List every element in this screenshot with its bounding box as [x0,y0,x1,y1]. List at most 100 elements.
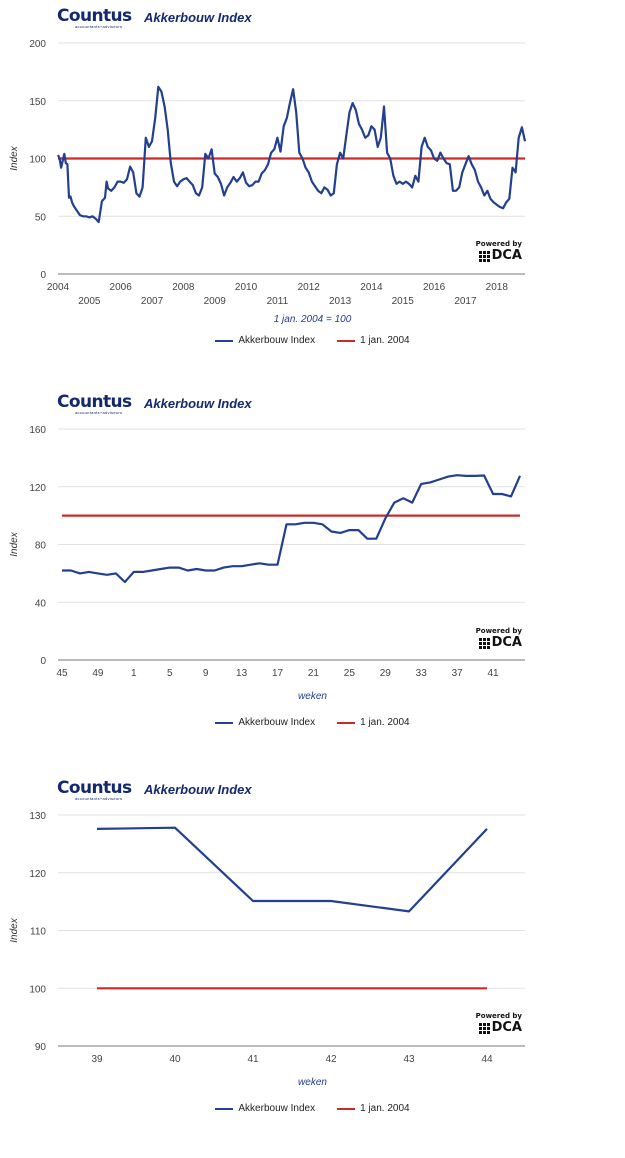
chart-plot: 90 100 110 120 130 Index 39 40 41 42 43 44 [9,811,525,1065]
x-tick-label: 2018 [486,282,509,293]
x-tick-label: 2016 [423,282,446,293]
y-tick-label: 110 [30,927,46,938]
legend-swatch-reference [337,1107,356,1110]
legend-label-reference: 1 jan. 2004 [360,335,410,346]
y-tick-label: 100 [29,984,46,995]
legend-item-index[interactable]: Akkerbouw Index [215,1103,315,1114]
x-axis-title: weken [298,1077,327,1088]
dca-badge: Powered by DCA [462,240,522,263]
x-tick-label: 39 [91,1054,103,1065]
x-axis-title: weken [298,691,327,702]
y-axis-title: Index [9,917,20,942]
legend-item-reference[interactable]: 1 jan. 2004 [337,1103,410,1114]
y-tick-label: 160 [29,425,46,436]
legend-item-index[interactable]: Akkerbouw Index [215,717,315,728]
index-line [96,826,488,913]
x-tick-label: 43 [403,1054,415,1065]
dca-label: DCA [491,635,522,650]
legend-item-reference[interactable]: 1 jan. 2004 [337,717,410,728]
chart-legend: Akkerbouw Index 1 jan. 2004 [0,1103,625,1114]
x-tick-label: 2006 [110,282,133,293]
legend-item-index[interactable]: Akkerbouw Index [215,335,315,346]
chart-title: Akkerbouw Index [144,10,252,25]
y-tick-label: 150 [29,97,46,108]
x-tick-label: 13 [236,668,248,679]
chart-subtitle: 1 jan. 2004 = 100 [273,314,352,325]
y-tick-label: 50 [35,212,47,223]
y-axis-title: Index [9,145,20,170]
dca-grid-icon [478,1022,490,1034]
y-tick-label: 200 [29,39,46,50]
x-tick-label: 9 [203,668,209,679]
chart-legend: Akkerbouw Index 1 jan. 2004 [0,717,625,728]
dca-label: DCA [491,1020,522,1035]
x-tick-label: 17 [272,668,284,679]
countus-logo: Countus [57,6,132,26]
dca-badge: Powered by DCA [462,1012,522,1035]
legend-label-index: Akkerbouw Index [238,717,316,728]
dca-grid-icon [478,637,490,649]
dca-grid-icon [478,250,490,262]
countus-logo-subtext: accountants+adviseurs [75,410,123,415]
x-tick-label: 2011 [267,296,289,307]
powered-by-label: Powered by [475,240,522,248]
chart-weekly-year: Countus accountants+adviseurs Akkerbouw … [0,386,625,746]
x-tick-label: 2007 [141,296,164,307]
legend-item-reference[interactable]: 1 jan. 2004 [337,335,410,346]
dca-label: DCA [491,248,522,263]
countus-logo: Countus [57,778,132,798]
y-tick-label: 120 [29,869,46,880]
legend-label-reference: 1 jan. 2004 [360,717,410,728]
countus-logo-subtext: accountants+adviseurs [75,796,123,801]
x-tick-label: 1 [131,668,137,679]
chart-long-term: Countus accountants+adviseurs Akkerbouw … [0,0,625,360]
chart-plot: 0 40 80 120 160 Index 45 49 1 5 9 13 17 21 25 29 33 37 41 [9,425,525,679]
y-tick-label: 40 [35,598,47,609]
legend-swatch-reference [337,339,356,342]
x-tick-label: 41 [487,668,499,679]
y-tick-label: 0 [40,270,46,281]
x-tick-label: 33 [416,668,428,679]
x-tick-label: 2015 [392,296,415,307]
index-line [56,85,527,224]
index-line [62,474,522,584]
countus-logo: Countus [57,392,132,412]
legend-label-reference: 1 jan. 2004 [360,1103,410,1114]
x-tick-label: 49 [92,668,104,679]
x-tick-label: 21 [308,668,320,679]
chart-legend: Akkerbouw Index 1 jan. 2004 [0,335,625,346]
chart-title: Akkerbouw Index [144,396,252,411]
dca-badge: Powered by DCA [462,627,522,650]
chart-recent-weeks: Countus accountants+adviseurs Akkerbouw … [0,772,625,1158]
x-tick-label: 2008 [172,282,195,293]
x-tick-label: 25 [344,668,356,679]
x-tick-label: 41 [247,1054,259,1065]
x-tick-label: 37 [452,668,464,679]
legend-label-index: Akkerbouw Index [238,335,316,346]
x-tick-label: 2004 [47,282,70,293]
x-tick-label: 2009 [204,296,227,307]
x-tick-label: 2013 [329,296,352,307]
legend-swatch-reference [337,721,356,724]
x-tick-label: 2014 [360,282,383,293]
powered-by-label: Powered by [475,627,522,635]
x-tick-label: 29 [380,668,392,679]
x-tick-label: 2010 [235,282,258,293]
y-axis-title: Index [9,531,20,556]
x-tick-label: 5 [167,668,173,679]
x-tick-label: 44 [481,1054,493,1065]
y-tick-label: 100 [29,155,46,166]
x-tick-label: 45 [56,668,68,679]
chart-plot: 0 50 100 150 200 Index 2004 2005 2006 2007 2008 200… [9,39,527,307]
powered-by-label: Powered by [475,1012,522,1020]
y-tick-label: 130 [29,811,46,822]
x-tick-label: 2005 [78,296,101,307]
x-tick-label: 2017 [454,296,477,307]
legend-swatch-index [215,339,234,342]
x-tick-label: 2012 [298,282,321,293]
y-tick-label: 80 [35,541,47,552]
countus-logo-subtext: accountants+adviseurs [75,24,123,29]
chart-title: Akkerbouw Index [144,782,252,797]
legend-swatch-index [215,1107,234,1110]
legend-swatch-index [215,721,234,724]
